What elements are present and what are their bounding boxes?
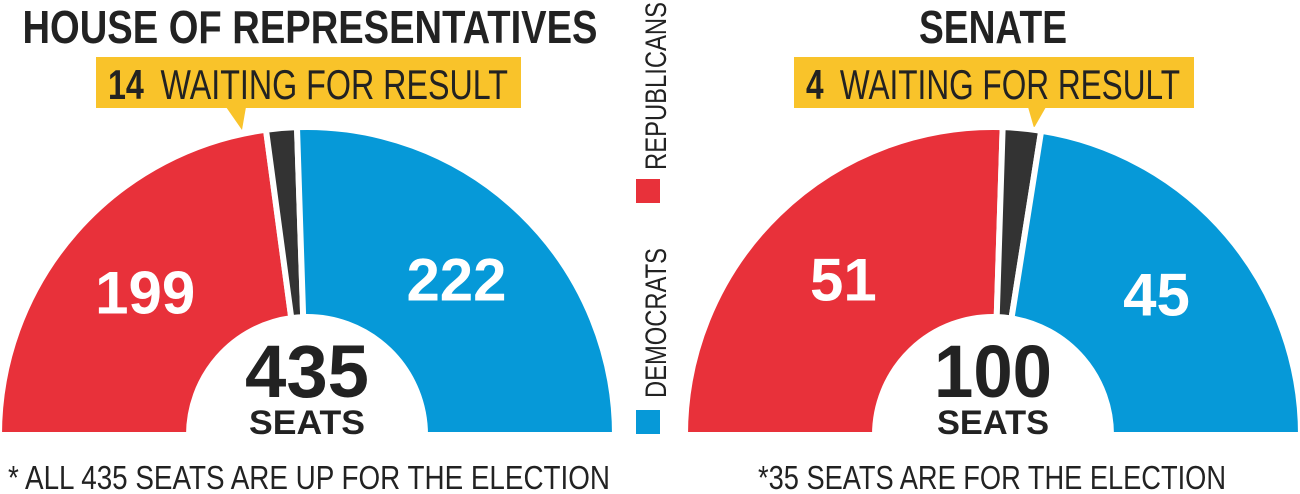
senate-callout-text: WAITING FOR RESULT: [840, 61, 1180, 108]
house-footnote: * ALL 435 SEATS ARE UP FOR THE ELECTION: [8, 459, 610, 494]
senate-label-democrats: 45: [1123, 261, 1190, 328]
senate-slice-democrats: [1008, 127, 1300, 438]
house-callout-box: [96, 57, 521, 108]
senate-total-value: 100: [934, 330, 1052, 413]
house-label-republicans: 199: [95, 260, 195, 327]
house-total-value: 435: [245, 330, 369, 413]
house-total-unit: SEATS: [249, 404, 365, 442]
senate-callout: 4 WAITING FOR RESULT: [806, 61, 1180, 108]
house-callout-pointer: [226, 107, 246, 130]
house-callout-number: 14: [108, 61, 144, 108]
legend-swatch-democrats: [636, 410, 660, 434]
senate-chart: SENATE 4 WAITING FOR RESULT 51 45 100 SE…: [681, 1, 1300, 494]
house-arcs: [0, 124, 619, 438]
house-chart: HOUSE OF REPRESENTATIVES 14 WAITING FOR …: [0, 1, 619, 494]
legend-swatch-republicans: [636, 179, 660, 203]
house-callout: 14 WAITING FOR RESULT: [108, 61, 508, 108]
legend: REPUBLICANS DEMOCRATS: [636, 2, 673, 434]
senate-callout-pointer: [1028, 107, 1046, 128]
house-slice-democrats: [293, 124, 619, 438]
senate-title: SENATE: [919, 1, 1067, 53]
senate-label-republicans: 51: [810, 247, 877, 314]
house-title: HOUSE OF REPRESENTATIVES: [23, 1, 598, 53]
legend-label-republicans: REPUBLICANS: [640, 2, 673, 170]
senate-slice-republicans: [681, 124, 1006, 438]
house-label-democrats: 222: [406, 247, 506, 314]
house-slice-republicans: [0, 126, 295, 438]
senate-arcs: [681, 124, 1300, 438]
senate-callout-box: [794, 57, 1194, 108]
senate-total-unit: SEATS: [937, 404, 1049, 442]
senate-callout-number: 4: [806, 61, 824, 108]
house-callout-text: WAITING FOR RESULT: [161, 61, 508, 108]
legend-label-democrats: DEMOCRATS: [640, 248, 673, 398]
senate-footnote: *35 SEATS ARE FOR THE ELECTION: [758, 459, 1226, 494]
